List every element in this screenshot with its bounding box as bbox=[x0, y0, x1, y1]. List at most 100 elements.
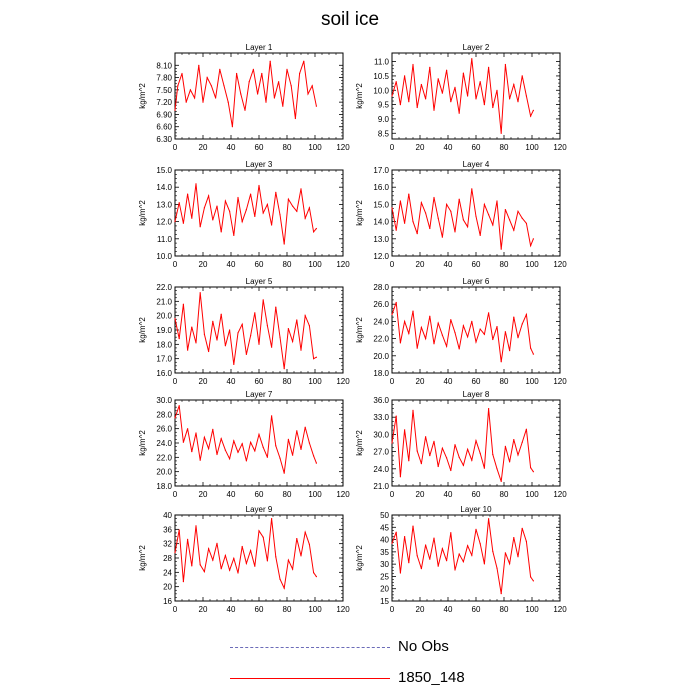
data-point bbox=[300, 349, 302, 351]
y-tick-label: 24.0 bbox=[373, 465, 389, 474]
data-point bbox=[479, 328, 481, 330]
data-point bbox=[391, 442, 393, 444]
data-point bbox=[441, 548, 443, 550]
data-point bbox=[492, 224, 494, 226]
data-point bbox=[241, 323, 243, 325]
data-point bbox=[187, 349, 189, 351]
data-point bbox=[450, 532, 452, 534]
data-point bbox=[245, 209, 247, 211]
y-tick-label: 15 bbox=[380, 597, 389, 606]
data-point bbox=[233, 234, 235, 236]
data-point bbox=[216, 339, 218, 341]
x-tick-label: 0 bbox=[173, 143, 178, 152]
data-point bbox=[399, 342, 401, 344]
data-point bbox=[416, 233, 418, 235]
y-tick-label: 14.0 bbox=[156, 183, 172, 192]
data-point bbox=[262, 299, 264, 301]
y-tick-label: 28 bbox=[163, 554, 172, 563]
data-point bbox=[450, 469, 452, 472]
data-point bbox=[286, 68, 288, 70]
data-point bbox=[229, 458, 231, 460]
data-point bbox=[454, 86, 456, 88]
series-line bbox=[174, 518, 317, 590]
y-tick-label: 15.0 bbox=[373, 200, 389, 209]
data-point bbox=[509, 98, 511, 100]
x-tick-label: 60 bbox=[472, 490, 481, 499]
data-point bbox=[208, 350, 210, 353]
data-point bbox=[182, 303, 184, 305]
x-tick-label: 0 bbox=[173, 377, 178, 386]
data-point bbox=[399, 104, 401, 106]
data-point bbox=[446, 69, 448, 71]
y-tick-label: 30.0 bbox=[373, 430, 389, 439]
x-tick-label: 120 bbox=[553, 260, 567, 269]
data-point bbox=[504, 209, 506, 211]
x-tick-label: 100 bbox=[308, 143, 322, 152]
data-point bbox=[504, 331, 506, 333]
data-point bbox=[500, 593, 502, 595]
data-point bbox=[437, 322, 439, 324]
x-tick-label: 80 bbox=[500, 377, 509, 386]
data-point bbox=[446, 457, 448, 459]
data-point bbox=[479, 452, 481, 454]
data-point bbox=[492, 106, 494, 109]
data-point bbox=[287, 328, 289, 330]
data-point bbox=[532, 471, 535, 473]
y-tick-label: 36 bbox=[163, 525, 172, 534]
data-point bbox=[509, 219, 511, 221]
data-point bbox=[245, 353, 247, 355]
series-line bbox=[391, 408, 534, 482]
data-point bbox=[241, 443, 243, 445]
data-point bbox=[206, 77, 208, 79]
x-tick-label: 100 bbox=[308, 605, 322, 614]
x-tick-label: 80 bbox=[283, 605, 292, 614]
data-point bbox=[313, 231, 315, 233]
data-point bbox=[254, 312, 256, 314]
x-tick-label: 0 bbox=[390, 143, 395, 152]
x-tick-label: 80 bbox=[500, 143, 509, 152]
data-point bbox=[500, 132, 502, 134]
x-tick-label: 20 bbox=[416, 377, 425, 386]
data-point bbox=[258, 184, 260, 187]
data-point bbox=[475, 440, 477, 442]
data-point bbox=[258, 530, 260, 532]
x-tick-label: 40 bbox=[444, 605, 453, 614]
panel-layer-2: Layer 2 kg/m^2 0 20 40 60 80 100 120 8.5 9.0 9.5 10.… bbox=[355, 43, 567, 152]
panel-title: Layer 7 bbox=[246, 390, 273, 399]
x-tick-label: 60 bbox=[255, 605, 264, 614]
data-point bbox=[532, 580, 535, 582]
data-point bbox=[395, 81, 397, 83]
y-tick-label: 20 bbox=[380, 585, 389, 594]
data-point bbox=[223, 85, 225, 87]
data-point bbox=[311, 85, 313, 87]
data-point bbox=[252, 68, 254, 70]
x-tick-label: 0 bbox=[173, 260, 178, 269]
legend-line-series bbox=[230, 678, 390, 679]
data-point bbox=[315, 105, 317, 107]
data-point bbox=[287, 438, 289, 440]
data-point bbox=[254, 215, 256, 217]
y-tick-label: 33.0 bbox=[373, 413, 389, 422]
data-point bbox=[475, 528, 477, 530]
y-tick-label: 26.0 bbox=[373, 300, 389, 309]
data-point bbox=[300, 448, 302, 450]
data-point bbox=[241, 221, 243, 223]
y-tick-label: 24 bbox=[163, 568, 172, 577]
data-point bbox=[521, 441, 523, 443]
data-point bbox=[279, 578, 281, 580]
data-point bbox=[416, 450, 418, 452]
panel-layer-1: Layer 1 kg/m^2 0 20 40 60 80 100 120 6.30 6.60 6.90… bbox=[138, 43, 350, 152]
data-point bbox=[513, 316, 515, 318]
x-tick-label: 120 bbox=[553, 490, 567, 499]
data-point bbox=[191, 451, 193, 453]
data-point bbox=[283, 243, 285, 245]
data-point bbox=[395, 301, 397, 304]
data-point bbox=[525, 313, 528, 316]
data-point bbox=[496, 200, 498, 202]
x-tick-label: 100 bbox=[525, 260, 539, 269]
data-point bbox=[258, 433, 260, 435]
x-tick-label: 60 bbox=[472, 260, 481, 269]
plot-frame bbox=[174, 286, 344, 374]
x-tick-label: 120 bbox=[553, 377, 567, 386]
x-tick-label: 100 bbox=[525, 377, 539, 386]
